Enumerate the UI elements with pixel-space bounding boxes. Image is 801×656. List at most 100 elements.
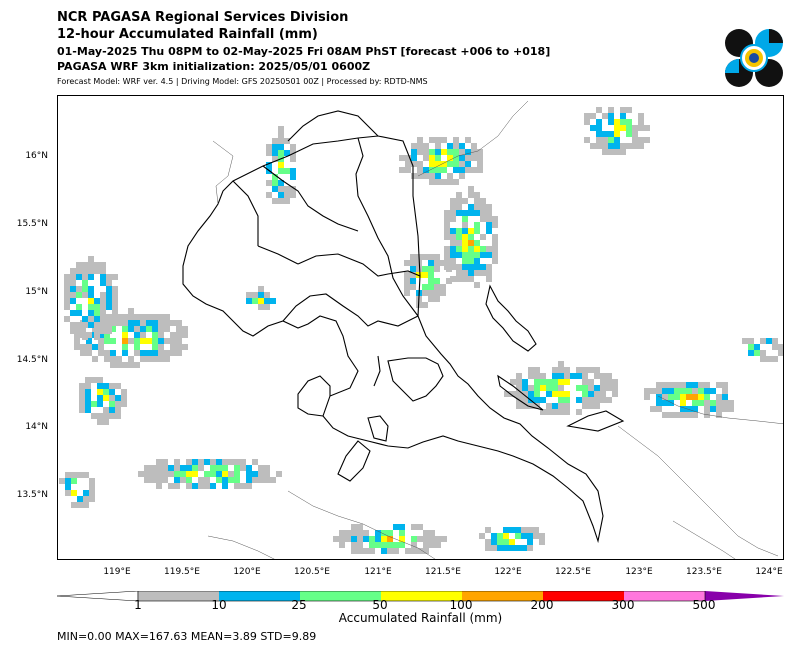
rain-cell: [428, 266, 434, 272]
rain-cell: [444, 222, 450, 228]
rain-cell: [435, 173, 441, 179]
rain-cell: [428, 278, 434, 284]
rain-cell: [474, 240, 480, 246]
rain-cell: [468, 228, 474, 234]
rain-cell: [176, 326, 182, 332]
rain-cell: [668, 394, 674, 400]
rain-cell: [174, 471, 180, 477]
rain-cell: [70, 268, 76, 274]
rain-cell: [94, 316, 100, 322]
rain-cell: [404, 272, 410, 278]
rain-cell: [71, 490, 77, 496]
rain-cell: [558, 367, 564, 373]
rain-cell: [462, 240, 468, 246]
rain-cell: [393, 548, 399, 554]
rain-cell: [399, 536, 405, 542]
rain-cell: [680, 400, 686, 406]
rain-cell: [266, 144, 272, 150]
rain-cell: [588, 385, 594, 391]
rain-cell: [704, 394, 710, 400]
rain-cell: [471, 143, 477, 149]
rain-cell: [558, 397, 564, 403]
rain-cell: [144, 465, 150, 471]
lat-label-15: 15°N: [25, 287, 48, 297]
rain-cell: [534, 367, 540, 373]
rain-cell: [110, 314, 116, 320]
rain-cell: [77, 472, 83, 478]
rain-cell: [284, 168, 290, 174]
rain-cell: [612, 391, 618, 397]
rain-cell: [240, 483, 246, 489]
rain-cell: [104, 356, 110, 362]
rain-cell: [109, 389, 115, 395]
lon-label-123-5: 123.5°E: [686, 567, 722, 577]
rain-cell: [644, 394, 650, 400]
rain-cell: [434, 266, 440, 272]
rain-cell: [644, 125, 650, 131]
rain-cell: [104, 338, 110, 344]
rain-cell: [552, 367, 558, 373]
rain-cell: [444, 258, 450, 264]
rain-cell: [465, 161, 471, 167]
rain-cell: [88, 262, 94, 268]
rain-cell: [186, 477, 192, 483]
rain-cell: [576, 409, 582, 415]
rain-cell: [152, 326, 158, 332]
rain-cell: [515, 527, 521, 533]
rain-cell: [258, 471, 264, 477]
rain-cell: [182, 344, 188, 350]
rain-cell: [97, 377, 103, 383]
rain-cell: [485, 545, 491, 551]
rain-cell: [264, 298, 270, 304]
rain-cell: [680, 382, 686, 388]
rain-cell: [582, 391, 588, 397]
rain-cell: [456, 264, 462, 270]
rain-cell: [264, 304, 270, 310]
rain-cell: [284, 192, 290, 198]
rain-cell: [435, 143, 441, 149]
rain-cell: [76, 328, 82, 334]
rain-cell: [456, 252, 462, 258]
rain-cell: [115, 413, 121, 419]
rain-cell: [411, 536, 417, 542]
rain-cell: [74, 338, 80, 344]
rain-cell: [278, 186, 284, 192]
rain-cell: [492, 234, 498, 240]
rain-cell: [462, 270, 468, 276]
rain-cell: [422, 266, 428, 272]
rain-cell: [88, 316, 94, 322]
rain-cell: [491, 539, 497, 545]
rain-cell: [158, 326, 164, 332]
rain-cell: [106, 328, 112, 334]
rain-cell: [64, 304, 70, 310]
rain-cell: [710, 388, 716, 394]
rain-cell: [468, 252, 474, 258]
rain-cell: [162, 459, 168, 465]
rain-cell: [405, 155, 411, 161]
rain-cell: [704, 412, 710, 418]
rain-cell: [608, 149, 614, 155]
rain-cell: [363, 536, 369, 542]
pagasa-logo-icon: [724, 28, 784, 88]
rain-cell: [716, 394, 722, 400]
rain-cell: [121, 395, 127, 401]
rain-cell: [65, 490, 71, 496]
colorbar-tick-200: 200: [530, 598, 554, 612]
rain-cell: [620, 125, 626, 131]
rain-cell: [158, 332, 164, 338]
rain-cell: [614, 131, 620, 137]
rain-cell: [264, 477, 270, 483]
rain-cell: [351, 524, 357, 530]
rain-cell: [558, 385, 564, 391]
rain-cell: [668, 400, 674, 406]
rain-cell: [339, 536, 345, 542]
rain-cell: [168, 483, 174, 489]
rain-cell: [447, 173, 453, 179]
rain-cell: [284, 186, 290, 192]
rain-cell: [278, 132, 284, 138]
rain-cell: [522, 403, 528, 409]
rain-cell: [122, 362, 128, 368]
rain-cell: [100, 292, 106, 298]
rain-cell: [112, 304, 118, 310]
rain-cell: [134, 338, 140, 344]
